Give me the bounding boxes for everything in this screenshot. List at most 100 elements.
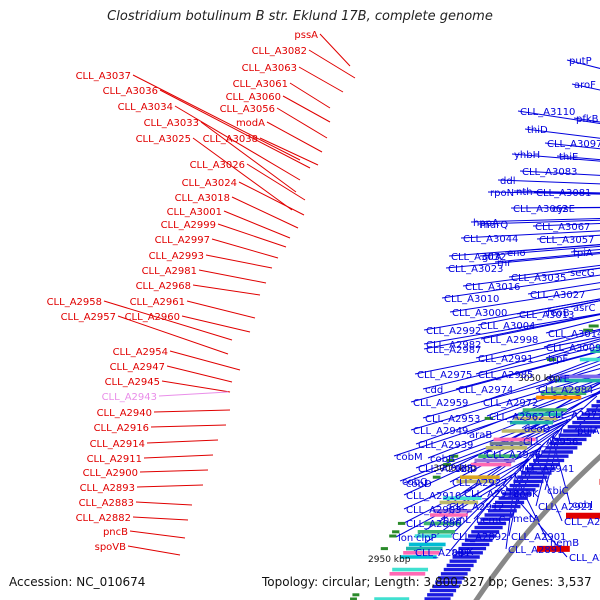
forward-leader: [132, 516, 189, 521]
forward-gene-label: CLL_A3061: [233, 79, 288, 90]
reverse-gene-label: CLL_A2962: [489, 412, 544, 423]
reverse-gene-label: CLL_A3110: [520, 107, 575, 118]
reverse-leader: [413, 476, 513, 538]
reverse-leader: [473, 442, 546, 520]
reverse-gene-label: clpP: [416, 533, 437, 544]
forward-gene-label: CLL_A2945: [105, 377, 160, 388]
reverse-gene-label: CLL_A3057: [539, 235, 594, 246]
reverse-gene-label: CLL_A3004: [480, 321, 535, 332]
backbone-ring: [473, 453, 600, 600]
reverse-gene-label: CLL_A2881: [415, 548, 470, 559]
forward-gene-label: CLL_A2997: [155, 235, 210, 246]
reverse-gene-label: thiD: [527, 125, 548, 136]
reverse-gene-label: ddl: [500, 176, 515, 187]
reverse-gene-label: hemL: [443, 515, 471, 526]
forward-leader: [161, 380, 231, 393]
reverse-gene-label: metA: [513, 514, 540, 525]
reverse-gene-label: gltA: [482, 252, 502, 263]
reverse-leader: [477, 300, 600, 326]
reverse-leader: [470, 217, 600, 223]
forward-leader: [127, 545, 181, 556]
forward-leader: [259, 137, 319, 166]
forward-leader: [205, 254, 273, 269]
reverse-gene-label: CLL_A2903: [406, 505, 461, 516]
reverse-leader: [422, 368, 600, 419]
forward-gene-label: CLL_A3026: [190, 160, 245, 171]
reverse-leader: [480, 314, 600, 340]
reverse-gene-label: CLL_A3013: [519, 310, 574, 321]
forward-gene-label: CLL_A3056: [220, 104, 275, 115]
reverse-gene-label: CLL_A2891: [508, 545, 563, 556]
forward-gene-label: CLL_A2960: [125, 312, 180, 323]
reverse-gene-label: CLL_A2984: [538, 385, 593, 396]
reverse-gene-label: CLL_A3062: [513, 204, 568, 215]
reverse-leader: [414, 336, 600, 375]
reverse-leader: [446, 429, 559, 507]
forward-leader: [238, 181, 305, 216]
reverse-gene-label: feoB: [547, 308, 570, 319]
reverse-leader: [441, 274, 600, 299]
reverse-gene-label: CLL_A2956: [523, 437, 578, 448]
forward-gene-label: CLL_A2914: [90, 439, 145, 450]
reverse-gene-label: hemC: [476, 515, 505, 526]
reverse-gene-label: CLL_A2901: [511, 532, 566, 543]
forward-leader: [174, 105, 301, 181]
forward-gene-labels: pssA CLL_A3082 CLL_A3063 CLL_A3037 CLL_A3036…: [47, 30, 319, 553]
forward-leader: [143, 454, 214, 459]
forward-leader: [132, 74, 301, 161]
reverse-leader: [545, 318, 600, 334]
scale-labels: 3250 kbp3200 kbp3150 kbp3100 kbp3050 kbp…: [368, 374, 561, 565]
forward-leader: [298, 66, 344, 93]
reverse-gene-label: pulA: [577, 426, 599, 437]
reverse-gene-label: CLL_A2939: [418, 440, 473, 451]
reverse-gene-label: cobD: [406, 479, 432, 490]
reverse-gene-label: CLL_A2998: [483, 335, 538, 346]
reverse-leader: [455, 350, 600, 390]
reverse-gene-label: CLL_A3067: [535, 222, 590, 233]
forward-gene-label: CLL_A2999: [161, 220, 216, 231]
forward-gene-label: spoVB: [95, 542, 127, 553]
forward-leader: [198, 269, 267, 284]
forward-gene-label: CLL_A2961: [130, 297, 185, 308]
forward-leader: [150, 424, 227, 428]
reverse-gene-label: deoD: [524, 424, 551, 435]
reverse-leader: [449, 490, 500, 552]
forward-gene-label: CLL_A2916: [94, 423, 149, 434]
forward-leader: [192, 137, 293, 211]
forward-leader: [266, 121, 323, 153]
reverse-leader: [460, 230, 600, 239]
reverse-gene-label: CLL_A3097: [547, 139, 600, 150]
reverse-leader: [395, 472, 516, 538]
reverse-gene-label: cobB: [430, 454, 455, 465]
reverse-gene-label: cobI: [572, 500, 593, 511]
reverse-gene-label: CLL_A2949: [413, 426, 468, 437]
forward-leader: [308, 49, 356, 79]
reverse-gene-label: CLL_A3035: [511, 273, 566, 284]
reverse-gene-label: CLL_A3014: [548, 329, 600, 340]
reverse-leader: [527, 282, 600, 295]
forward-gene-label: CLL_A3018: [175, 193, 230, 204]
reverse-leader: [449, 288, 600, 313]
reverse-gene-label: nth: [516, 187, 533, 198]
forward-gene-label: CLL_A2900: [83, 468, 138, 479]
reverse-leader: [445, 253, 600, 269]
reverse-gene-label: asrC: [573, 303, 595, 314]
forward-gene-label: pncB: [103, 527, 128, 538]
reverse-gene-label: cobM: [396, 452, 423, 463]
reverse-leader: [480, 360, 600, 403]
reverse-gene-label: CLL_A2921: [538, 502, 593, 513]
reverse-gene-label: secG: [570, 268, 595, 279]
reverse-leader: [422, 345, 600, 390]
scale-label: 3050 kbp: [518, 374, 561, 384]
reverse-leader: [410, 350, 600, 403]
reverse-leader: [545, 356, 600, 379]
forward-gene-label: pssA: [294, 30, 318, 41]
forward-gene-label: CLL_A2957: [61, 312, 116, 323]
forward-gene-label: CLL_A3036: [103, 86, 158, 97]
forward-leader: [159, 89, 311, 169]
reverse-gene-label: CLL_A2985: [478, 370, 533, 381]
forward-gene-label: CLL_A2981: [142, 266, 197, 277]
forward-gene-label: CLL_A3060: [226, 92, 281, 103]
reverse-gene-label: cbiC: [547, 486, 569, 497]
